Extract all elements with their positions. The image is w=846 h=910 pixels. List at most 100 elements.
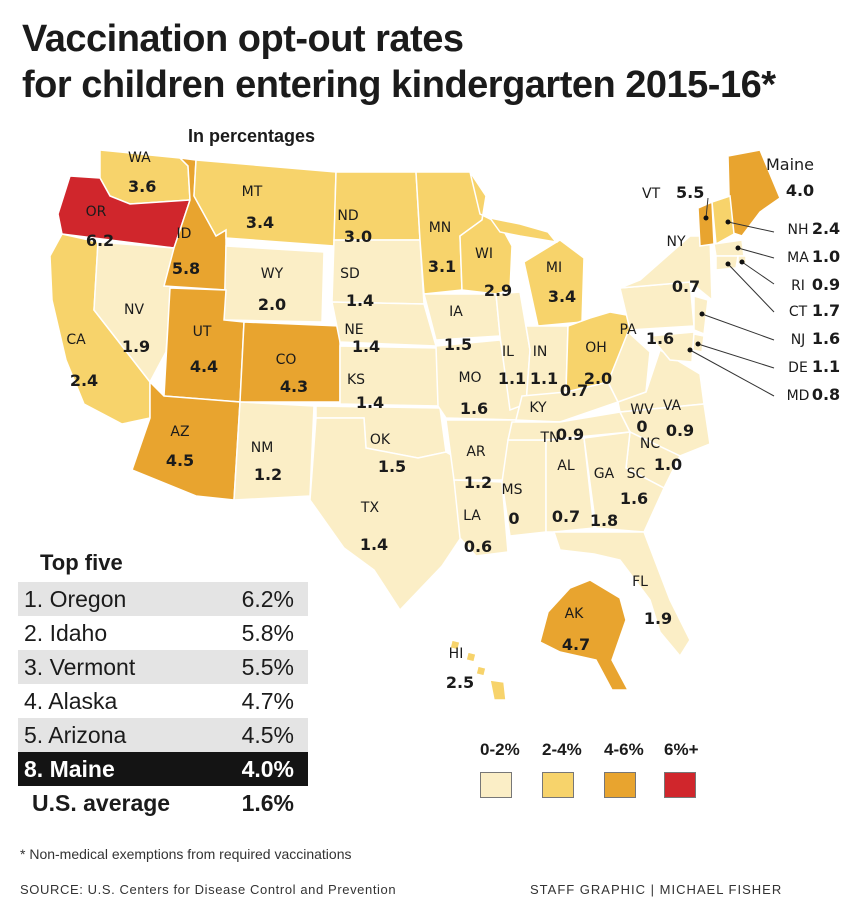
source-line: SOURCE: U.S. Centers for Disease Control… bbox=[20, 882, 397, 897]
state-hi-part bbox=[449, 639, 461, 651]
state-labels: WA 3.6 OR 6.2 CA 2.4 NV 1.9 ID 5.8 MT 3.4 WY 2.0 UT 4.4… bbox=[66, 150, 840, 692]
leader-ct bbox=[727, 263, 775, 313]
legend-swatch bbox=[664, 772, 696, 798]
state-value-md: 0.8 bbox=[812, 385, 840, 404]
state-abbr-ak: AK bbox=[565, 606, 585, 622]
state-abbr-ct: CT bbox=[789, 304, 808, 320]
state-value-pa: 1.6 bbox=[646, 329, 674, 348]
row-label: 2. Idaho bbox=[24, 619, 108, 646]
legend-swatch bbox=[480, 772, 512, 798]
state-abbr-vt: VT bbox=[642, 186, 661, 202]
legend-swatch bbox=[604, 772, 636, 798]
leader-dot-ma bbox=[735, 245, 741, 251]
state-fl bbox=[552, 531, 691, 658]
legend-swatch bbox=[542, 772, 574, 798]
state-la bbox=[453, 479, 509, 557]
state-value-ga: 1.8 bbox=[590, 511, 618, 530]
state-abbr-ar: AR bbox=[466, 444, 486, 460]
state-abbr-oh: OH bbox=[585, 340, 607, 356]
row-label: 1. Oregon bbox=[24, 585, 127, 612]
state-value-vt: 5.5 bbox=[676, 183, 704, 202]
state-value-ct: 1.7 bbox=[812, 301, 840, 320]
state-abbr-va: VA bbox=[663, 398, 682, 414]
state-abbr-ga: GA bbox=[594, 466, 615, 482]
state-abbr-tx: TX bbox=[360, 500, 380, 516]
state-value-la: 0.6 bbox=[464, 537, 492, 556]
state-value-ma: 1.0 bbox=[812, 247, 840, 266]
state-nc bbox=[618, 403, 711, 457]
state-abbr-sc: SC bbox=[627, 466, 646, 482]
state-abbr-wi: WI bbox=[475, 246, 493, 262]
state-abbr-az: AZ bbox=[170, 424, 189, 440]
state-abbr-ut: UT bbox=[193, 324, 212, 340]
state-value-il: 1.1 bbox=[498, 369, 526, 388]
leader-ri bbox=[741, 261, 775, 285]
state-abbr-ok: OK bbox=[370, 432, 391, 448]
top-five-row-4: 4. Alaska 4.7% bbox=[18, 684, 308, 718]
state-al bbox=[545, 437, 595, 533]
top-five-table: Top five 1. Oregon 6.2% 2. Idaho 5.8% 3. V… bbox=[18, 550, 308, 820]
row-value: 1.6% bbox=[241, 789, 294, 816]
leader-lines bbox=[687, 197, 775, 397]
legend-label: 4-6% bbox=[604, 740, 644, 759]
leader-vt bbox=[705, 197, 709, 219]
state-value-mi: 3.4 bbox=[548, 287, 576, 306]
state-abbr-mn: MN bbox=[429, 220, 452, 236]
state-abbr-il: IL bbox=[502, 344, 514, 360]
state-abbr-ky: KY bbox=[529, 400, 547, 416]
state-value-wi: 2.9 bbox=[484, 281, 512, 300]
state-value-va: 0.9 bbox=[666, 421, 694, 440]
footnote: * Non-medical exemptions from required v… bbox=[20, 846, 352, 862]
state-value-sc: 1.6 bbox=[620, 489, 648, 508]
state-value-wa: 3.6 bbox=[128, 177, 156, 196]
state-value-wy: 2.0 bbox=[258, 295, 286, 314]
state-value-ar: 1.2 bbox=[464, 473, 492, 492]
state-nh bbox=[711, 194, 735, 246]
state-abbr-nc: NC bbox=[640, 436, 660, 452]
title-line-2: for children entering kindergarten 2015-… bbox=[22, 64, 776, 106]
state-abbr-tn: TN bbox=[539, 430, 559, 446]
state-abbr-me: Maine bbox=[766, 155, 814, 174]
state-value-sd: 1.4 bbox=[346, 291, 374, 310]
state-abbr-wa: WA bbox=[128, 150, 151, 166]
top-five-row-1: 1. Oregon 6.2% bbox=[18, 582, 308, 616]
state-value-ca: 2.4 bbox=[70, 371, 98, 390]
row-value: 4.5% bbox=[241, 721, 294, 748]
state-value-tn: 0.9 bbox=[556, 425, 584, 444]
state-vt bbox=[697, 200, 715, 247]
title-line-1: Vaccination opt-out rates bbox=[22, 18, 464, 60]
state-abbr-mt: MT bbox=[242, 184, 263, 200]
row-label: 8. Maine bbox=[24, 755, 115, 782]
row-value: 4.0% bbox=[241, 755, 294, 782]
state-value-wv: 0 bbox=[636, 417, 647, 436]
state-ny bbox=[619, 235, 713, 302]
state-value-mn: 3.1 bbox=[428, 257, 456, 276]
maine-highlight-row: 8. Maine 4.0% bbox=[18, 752, 308, 786]
credit-line: STAFF GRAPHIC | MICHAEL FISHER bbox=[530, 882, 783, 897]
state-value-fl: 1.9 bbox=[644, 609, 672, 628]
us-average-row: U.S. average 1.6% bbox=[18, 786, 308, 820]
row-label: 3. Vermont bbox=[24, 653, 136, 680]
state-value-nd: 3.0 bbox=[344, 227, 372, 246]
state-abbr-pa: PA bbox=[619, 322, 637, 338]
state-ga bbox=[583, 431, 665, 533]
row-value: 5.5% bbox=[241, 653, 294, 680]
state-abbr-nm: NM bbox=[251, 440, 274, 456]
state-value-nh: 2.4 bbox=[812, 219, 840, 238]
state-abbr-wv: WV bbox=[630, 402, 654, 418]
top-five-row-5: 5. Arizona 4.5% bbox=[18, 718, 308, 752]
state-abbr-nj: NJ bbox=[791, 332, 806, 348]
leader-nj bbox=[701, 313, 775, 341]
state-abbr-nh: NH bbox=[788, 222, 809, 238]
row-label: 5. Arizona bbox=[24, 721, 127, 748]
state-value-ky: 0.7 bbox=[560, 381, 588, 400]
state-value-or: 6.2 bbox=[86, 231, 114, 250]
state-abbr-md: MD bbox=[787, 388, 810, 404]
top-five-row-2: 2. Idaho 5.8% bbox=[18, 616, 308, 650]
state-value-al: 0.7 bbox=[552, 507, 580, 526]
state-value-oh: 2.0 bbox=[584, 369, 612, 388]
map-subtitle: In percentages bbox=[188, 126, 316, 146]
legend-label: 6%+ bbox=[664, 740, 699, 759]
state-value-me: 4.0 bbox=[786, 181, 814, 200]
state-abbr-al: AL bbox=[557, 458, 575, 474]
